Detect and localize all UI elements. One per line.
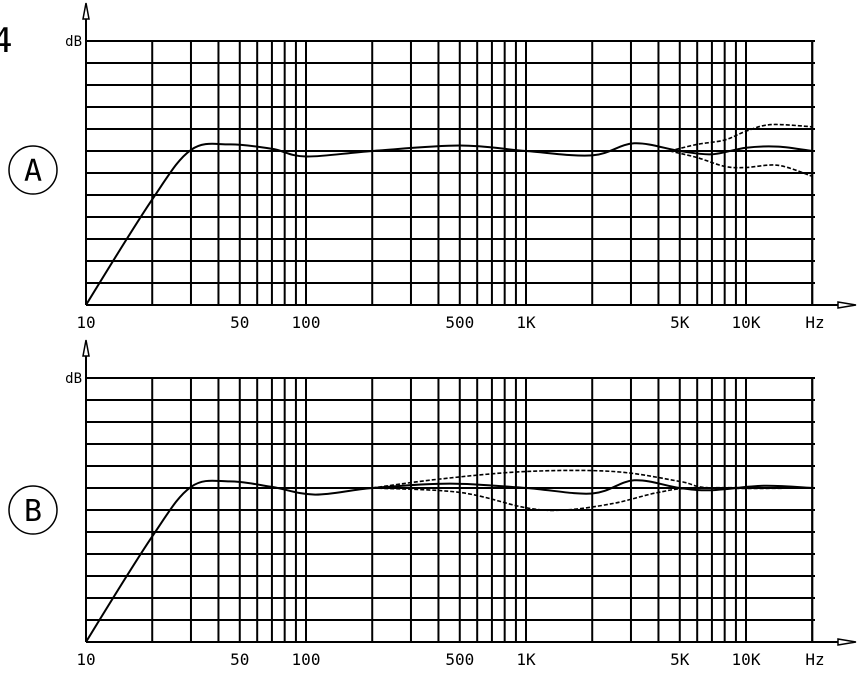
x-tick-label: 100 — [292, 313, 321, 332]
figure-number: 4 — [0, 21, 12, 61]
panel-label: B — [24, 494, 42, 529]
y-axis-arrow-icon — [82, 339, 90, 357]
x-tick-label: 5K — [670, 313, 690, 332]
series-curve-dashed-lower — [372, 486, 813, 512]
x-tick-label: 10 — [76, 650, 95, 669]
chart-panel-a: dB 10 50 100 500 1K 5K 10K Hz A — [8, 2, 857, 332]
y-axis-label: dB — [65, 34, 82, 50]
panel-label-circle — [8, 485, 58, 535]
x-axis-label: Hz — [805, 650, 824, 669]
series-curve-dashed-upper — [669, 123, 813, 152]
x-tick-label: 50 — [230, 650, 249, 669]
y-axis-label: dB — [65, 371, 82, 387]
x-tick-label: 10K — [732, 650, 761, 669]
y-axis-arrow-icon — [82, 2, 90, 20]
x-tick-label: 10K — [732, 313, 761, 332]
series-curve-dashed-upper — [372, 469, 813, 490]
x-axis-label: Hz — [805, 313, 824, 332]
x-tick-label: 5K — [670, 650, 690, 669]
x-tick-label: 1K — [516, 650, 536, 669]
series-curve-solid — [85, 479, 813, 643]
x-tick-label: 1K — [516, 313, 536, 332]
x-tick-label: 50 — [230, 313, 249, 332]
series-curve-solid — [85, 142, 813, 306]
panel-label-circle — [8, 145, 58, 195]
x-axis-arrow-icon — [837, 301, 857, 309]
series-curve-dashed-lower — [669, 150, 813, 178]
x-axis-arrow-icon — [837, 638, 857, 646]
x-tick-label: 10 — [76, 313, 95, 332]
x-tick-label: 500 — [445, 313, 474, 332]
chart-panel-b: dB 10 50 100 500 1K 5K 10K Hz B — [8, 339, 857, 669]
x-tick-label: 100 — [292, 650, 321, 669]
panel-label: A — [24, 154, 42, 189]
x-tick-label: 500 — [445, 650, 474, 669]
